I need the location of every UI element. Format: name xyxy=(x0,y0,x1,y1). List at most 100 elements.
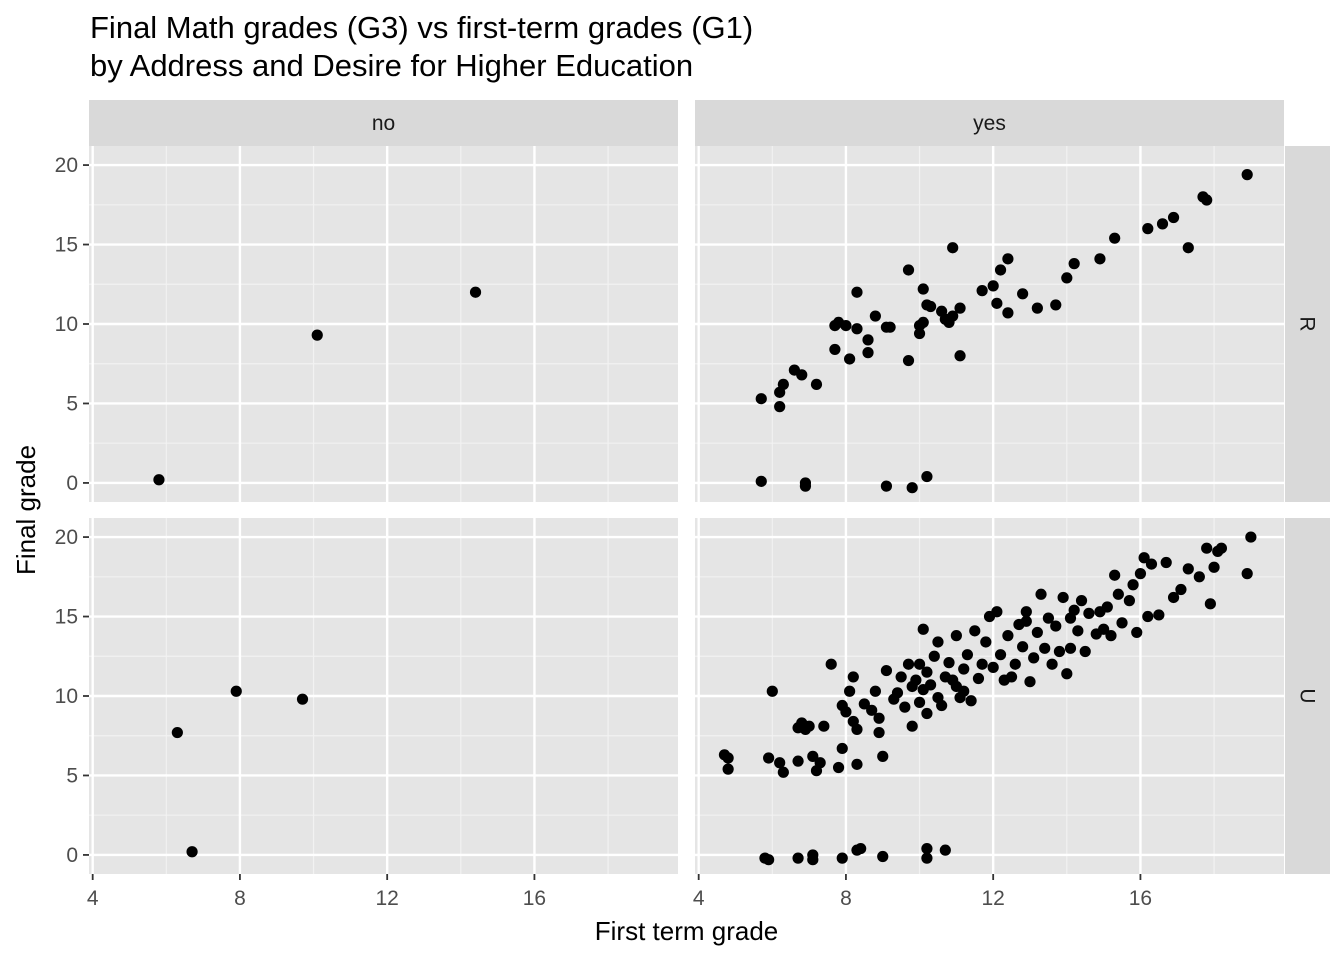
data-point xyxy=(873,712,885,724)
data-point xyxy=(936,699,948,712)
data-point xyxy=(1009,658,1021,670)
data-point xyxy=(844,685,856,697)
data-point xyxy=(1002,253,1014,265)
data-point xyxy=(1035,588,1047,600)
y-tick-label: 15 xyxy=(55,606,78,629)
facet-strip-yes xyxy=(695,100,1284,146)
data-point xyxy=(880,480,893,492)
data-point xyxy=(902,264,915,276)
data-point xyxy=(1068,258,1080,270)
data-point xyxy=(950,630,962,642)
data-point xyxy=(840,706,852,718)
data-point xyxy=(961,649,974,661)
data-point xyxy=(1193,571,1205,583)
data-point xyxy=(851,758,863,770)
data-point xyxy=(766,685,778,697)
data-point xyxy=(902,658,915,670)
data-point xyxy=(1079,645,1091,658)
data-point xyxy=(1175,583,1187,596)
data-point xyxy=(972,672,985,685)
data-point xyxy=(866,704,878,716)
data-point xyxy=(1142,610,1154,623)
data-point xyxy=(862,347,874,359)
y-tick-label: 10 xyxy=(55,313,78,336)
x-tick-label: 4 xyxy=(87,887,99,910)
data-point xyxy=(1201,542,1213,554)
data-point xyxy=(891,687,904,699)
data-point xyxy=(1182,563,1194,575)
data-point xyxy=(1112,588,1124,600)
y-tick-label: 15 xyxy=(55,234,78,257)
data-point xyxy=(855,842,867,855)
data-point xyxy=(777,766,789,778)
data-point xyxy=(1109,232,1121,244)
y-tick-label: 0 xyxy=(66,844,78,867)
data-point xyxy=(958,663,970,675)
data-point xyxy=(921,842,933,855)
data-point xyxy=(932,636,944,648)
data-point xyxy=(1020,615,1032,627)
data-point xyxy=(1123,595,1135,607)
data-point xyxy=(1002,630,1014,642)
data-point xyxy=(943,657,955,669)
data-point xyxy=(862,334,874,346)
data-point xyxy=(818,720,830,732)
data-point xyxy=(722,763,734,775)
data-point xyxy=(1167,211,1180,224)
x-tick-label: 16 xyxy=(1129,887,1152,910)
data-point xyxy=(1020,606,1032,618)
data-point xyxy=(921,852,933,864)
data-point xyxy=(1116,617,1128,629)
y-axis-title: Final grade xyxy=(11,445,41,575)
data-point xyxy=(954,302,966,314)
y-tick-label: 10 xyxy=(55,685,78,708)
data-point xyxy=(755,475,767,487)
data-point xyxy=(884,321,896,333)
data-point xyxy=(1109,569,1121,581)
data-point xyxy=(939,844,951,856)
data-point xyxy=(873,726,885,739)
data-point xyxy=(1167,591,1180,604)
data-point xyxy=(836,742,848,755)
data-point xyxy=(925,300,937,313)
data-point xyxy=(913,658,926,670)
data-point xyxy=(844,353,856,365)
data-point xyxy=(947,242,959,254)
data-point xyxy=(976,285,988,297)
data-point xyxy=(910,674,922,686)
data-point xyxy=(763,854,775,866)
data-point xyxy=(851,723,863,735)
data-point xyxy=(1201,194,1213,206)
data-point xyxy=(1145,558,1158,570)
data-point xyxy=(171,726,183,739)
data-point xyxy=(1160,556,1172,569)
facet-strip-R xyxy=(1285,146,1330,502)
data-point xyxy=(880,664,893,677)
data-point xyxy=(722,752,734,764)
data-point xyxy=(991,606,1003,618)
data-point xyxy=(1156,218,1169,230)
data-point xyxy=(1142,223,1154,235)
data-point xyxy=(296,693,309,705)
data-point xyxy=(906,482,918,494)
data-point xyxy=(921,666,933,678)
x-tick-label: 8 xyxy=(234,887,246,910)
data-point xyxy=(954,350,966,362)
data-point xyxy=(965,695,977,707)
data-point xyxy=(1127,579,1139,591)
data-point xyxy=(1153,609,1165,621)
data-point xyxy=(877,850,889,863)
data-point xyxy=(1105,630,1117,642)
data-point xyxy=(1053,645,1066,658)
data-point xyxy=(877,750,889,762)
data-point xyxy=(1094,253,1106,265)
data-point xyxy=(1017,641,1029,653)
data-point xyxy=(928,650,940,662)
data-point xyxy=(1208,561,1220,573)
chart-subtitle: by Address and Desire for Higher Educati… xyxy=(90,48,694,83)
data-point xyxy=(814,757,826,769)
data-point xyxy=(902,354,915,367)
data-point xyxy=(947,310,959,322)
data-point xyxy=(925,679,937,691)
